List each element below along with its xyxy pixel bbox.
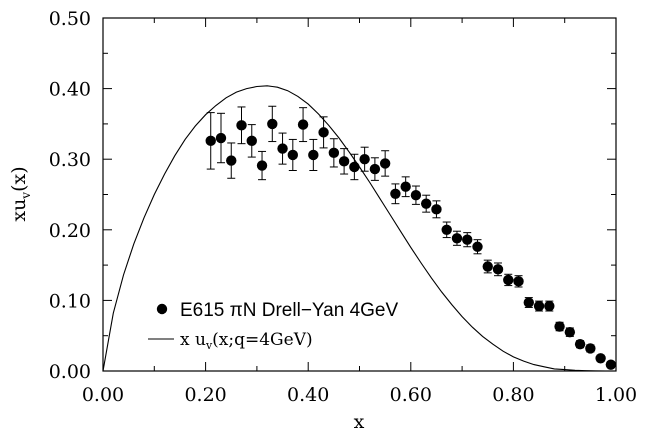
x-axis-title: x [354,411,365,433]
data-point [215,132,227,144]
legend-label-line-sub: v [205,339,213,352]
data-point [441,224,452,235]
y-tick-label: 0.50 [49,8,91,30]
data-point [338,156,350,167]
data-point [369,163,381,175]
data-point [379,158,391,169]
data-point [318,127,329,138]
data-point [595,353,606,364]
data-point [349,161,360,173]
data-point [533,300,545,312]
data-point [451,233,463,244]
data-point [492,264,504,275]
data-point [267,118,278,130]
data-point [359,154,370,165]
tick-labels: 0.00 0.20 0.40 0.60 0.80 1.00 0.00 0.10 0.20 0.30… [49,8,637,406]
x-tick-label: 0.80 [492,384,534,406]
data-point [605,359,617,370]
data-point [503,274,514,286]
y-tick-label: 0.40 [49,79,91,101]
data-point [554,321,565,332]
data-point [236,120,247,131]
data-point [328,147,340,159]
legend-marker-points [156,303,168,315]
y-axis-title-base: xu [8,199,30,222]
x-tick-label: 0.60 [390,384,432,406]
y-axis-title: xuv(x) [8,166,33,221]
y-tick-label: 0.20 [49,220,91,242]
data-point [472,241,483,252]
points-layer [205,105,617,370]
y-tick-label: 0.30 [49,149,91,171]
x-tick-label: 0.00 [82,384,124,406]
legend-label-points: E615 πN Drell−Yan 4GeV [180,300,399,321]
data-point [400,181,411,192]
data-point [287,149,299,161]
data-point [564,326,576,338]
data-point [297,119,309,130]
legend-label-line-suffix: (x;q=4GeV) [212,330,312,350]
y-tick-label: 0.10 [49,290,91,312]
data-point [482,261,493,272]
data-point [462,234,473,245]
data-point [226,155,237,166]
curve-layer [102,85,616,372]
data-point [246,135,257,147]
theory-curve [102,85,616,372]
x-tick-label: 0.40 [287,384,329,406]
data-point [544,300,555,312]
y-axis-title-sub: v [19,192,33,200]
legend-label-line: x uv(x;q=4GeV) [180,330,313,352]
legend: E615 πN Drell−Yan 4GeV x uv(x;q=4GeV) [148,300,399,352]
x-tick-label: 1.00 [595,384,637,406]
x-tick-label: 0.20 [184,384,226,406]
data-point [256,160,268,171]
data-point [585,343,596,354]
data-point [390,188,401,199]
y-axis-title-suffix: (x) [8,166,30,192]
data-point [523,297,534,308]
data-point [308,149,319,161]
data-point [205,135,216,147]
data-point [574,338,586,350]
data-point [513,276,524,287]
data-point [420,198,432,209]
data-point [431,204,442,215]
y-tick-label: 0.00 [49,361,91,383]
legend-label-line-prefix: x u [180,330,206,350]
data-point [410,190,422,201]
svg-text:xuv(x): xuv(x) [8,166,33,221]
data-point [277,143,288,154]
